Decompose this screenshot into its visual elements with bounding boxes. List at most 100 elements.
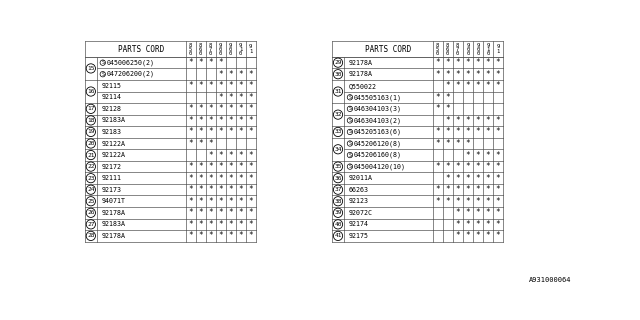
Text: 31: 31 [334,89,342,94]
Text: *: * [476,197,480,206]
Text: *: * [188,127,193,136]
Text: *: * [456,208,460,217]
Text: 045206160(8): 045206160(8) [354,152,402,158]
Text: *: * [445,162,450,171]
Text: *: * [456,220,460,229]
Text: *: * [486,116,490,125]
Text: *: * [465,139,470,148]
Text: *: * [465,81,470,90]
Text: 1: 1 [249,49,252,54]
Text: *: * [495,116,500,125]
Text: *: * [208,116,213,125]
Text: 0: 0 [189,51,192,56]
Text: 92122A: 92122A [102,140,125,147]
Text: *: * [248,81,253,90]
Text: 6: 6 [199,47,202,52]
Text: 17: 17 [87,106,95,111]
Text: *: * [228,93,233,102]
Text: 9: 9 [466,43,469,48]
Text: S: S [348,106,351,111]
Text: *: * [435,162,440,171]
Text: 0: 0 [466,47,469,52]
Text: 27: 27 [87,222,95,227]
Text: *: * [248,70,253,79]
Text: 0: 0 [219,47,222,52]
Text: 22: 22 [87,164,95,169]
Text: *: * [198,220,203,229]
Text: *: * [198,81,203,90]
Text: *: * [248,116,253,125]
Text: 1: 1 [239,47,242,52]
Text: *: * [248,174,253,183]
Text: *: * [218,231,223,240]
Text: 92115: 92115 [102,83,122,89]
Text: *: * [198,139,203,148]
Text: *: * [228,116,233,125]
Text: 92011A: 92011A [349,175,372,181]
Text: *: * [238,162,243,171]
Text: *: * [218,104,223,113]
Text: 0: 0 [476,47,479,52]
Text: 0: 0 [199,51,202,56]
Text: *: * [465,197,470,206]
Text: 0: 0 [476,51,479,56]
Text: 92178A: 92178A [349,71,372,77]
Text: *: * [198,174,203,183]
Text: *: * [476,58,480,67]
Text: *: * [465,127,470,136]
Text: *: * [198,197,203,206]
Text: *: * [208,208,213,217]
Text: S: S [348,153,351,157]
Text: *: * [208,58,213,67]
Text: 92178A: 92178A [349,60,372,66]
Text: 92183: 92183 [102,129,122,135]
Text: *: * [435,93,440,102]
Text: 8: 8 [199,43,202,48]
Text: 92174: 92174 [349,221,369,227]
Text: 045505163(1): 045505163(1) [354,94,402,100]
Text: 32: 32 [334,112,342,117]
Text: *: * [218,58,223,67]
Text: *: * [495,174,500,183]
Text: *: * [228,150,233,160]
Text: *: * [248,231,253,240]
Text: *: * [218,220,223,229]
Text: 5: 5 [436,47,439,52]
Text: *: * [188,139,193,148]
Text: *: * [495,162,500,171]
Text: *: * [465,58,470,67]
Text: *: * [248,220,253,229]
Text: 94071T: 94071T [102,198,125,204]
Text: *: * [198,231,203,240]
Text: *: * [218,162,223,171]
Text: *: * [208,139,213,148]
Text: *: * [218,185,223,194]
Text: *: * [198,208,203,217]
Text: *: * [208,127,213,136]
Text: *: * [218,174,223,183]
Text: 6: 6 [446,47,449,52]
Text: *: * [248,185,253,194]
Text: 9: 9 [486,43,490,48]
Text: *: * [228,185,233,194]
Text: 9: 9 [239,43,242,48]
Text: 8: 8 [436,43,439,48]
Text: *: * [198,185,203,194]
Text: *: * [228,162,233,171]
Text: 8: 8 [446,43,449,48]
Text: *: * [445,185,450,194]
Text: *: * [456,127,460,136]
Text: *: * [465,185,470,194]
Text: *: * [445,139,450,148]
Text: *: * [238,104,243,113]
Text: *: * [208,197,213,206]
Text: 19: 19 [87,130,95,134]
Text: 7: 7 [209,47,212,52]
Text: *: * [435,127,440,136]
Text: 28: 28 [87,233,95,238]
Text: *: * [228,231,233,240]
Text: *: * [218,93,223,102]
Text: 0: 0 [466,51,469,56]
Text: *: * [208,150,213,160]
Text: 24: 24 [87,187,95,192]
